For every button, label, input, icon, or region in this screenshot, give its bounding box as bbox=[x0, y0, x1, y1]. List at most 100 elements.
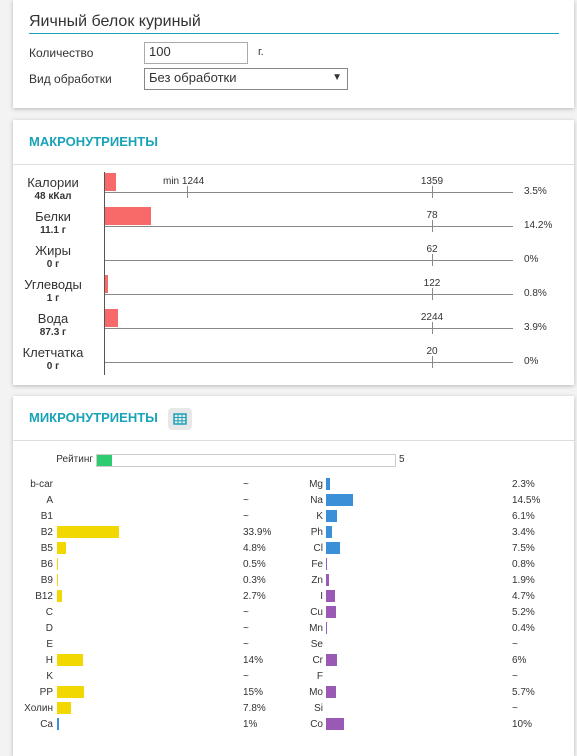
title-underline bbox=[29, 33, 559, 34]
quantity-label: Количество bbox=[29, 46, 94, 60]
nutrient-name: H bbox=[45, 655, 53, 666]
nutrient-percent: ~ bbox=[243, 639, 249, 650]
micro-card: МИКРОНУТРИЕНТЫ Рейтинг 5 b-car ~ A ~ B1 ~ B2 33.9… bbox=[13, 396, 574, 756]
nutrient-name: B6 bbox=[40, 559, 53, 570]
nutrient-percent: 33.9% bbox=[243, 527, 272, 538]
macro-name: Углеводы bbox=[24, 277, 82, 292]
macro-amount: 87.3 г bbox=[39, 327, 67, 338]
nutrient-name: E bbox=[46, 639, 53, 650]
nutrient-percent: 0.8% bbox=[512, 559, 535, 570]
nutrient-percent: 14.5% bbox=[512, 495, 541, 506]
nutrient-bar bbox=[326, 622, 327, 634]
nutrient-percent: 0.5% bbox=[243, 559, 266, 570]
nutrient-percent: 1.9% bbox=[512, 575, 535, 586]
macro-amount: 48 кКал bbox=[34, 191, 72, 202]
nutrient-name: b-car bbox=[30, 479, 53, 490]
min-label: min 1244 bbox=[163, 176, 205, 187]
norm-label: 78 bbox=[426, 210, 438, 221]
nutrient-bar bbox=[57, 686, 85, 698]
nutrient-name: PP bbox=[39, 687, 53, 698]
macro-amount: 11.1 г bbox=[40, 225, 66, 236]
nutrient-bar bbox=[57, 702, 72, 714]
macro-amount: 1 г bbox=[46, 293, 60, 304]
nutrient-name: Холин bbox=[24, 703, 53, 714]
macro-line bbox=[105, 260, 513, 261]
nutrient-bar bbox=[57, 558, 58, 570]
nutrient-bar bbox=[57, 526, 120, 538]
norm-tick bbox=[432, 254, 433, 266]
macro-line bbox=[105, 192, 513, 193]
macro-title: МАКРОНУТРИЕНТЫ bbox=[29, 134, 158, 149]
norm-label: 2244 bbox=[420, 312, 444, 323]
nutrient-percent: 1% bbox=[243, 719, 258, 730]
nutrient-bar bbox=[326, 654, 337, 666]
macro-name: Белки bbox=[35, 209, 71, 224]
nutrient-bar bbox=[326, 718, 345, 730]
processing-value: Без обработки bbox=[149, 70, 237, 85]
nutrient-name: B5 bbox=[40, 543, 53, 554]
norm-label: 1359 bbox=[420, 176, 444, 187]
nutrient-percent: ~ bbox=[243, 671, 249, 682]
quantity-input[interactable]: 100 bbox=[144, 42, 248, 64]
rating-bar bbox=[97, 455, 112, 466]
macro-line bbox=[105, 294, 513, 295]
nutrient-name: Cl bbox=[313, 543, 323, 554]
processing-select[interactable]: Без обработки ▼ bbox=[144, 68, 348, 90]
nutrient-percent: 5.2% bbox=[512, 607, 535, 618]
norm-tick bbox=[432, 288, 433, 300]
axis bbox=[104, 172, 105, 375]
processing-label: Вид обработки bbox=[29, 72, 112, 86]
nutrient-name: B2 bbox=[40, 527, 53, 538]
nutrient-bar bbox=[326, 494, 353, 506]
nutrient-percent: ~ bbox=[243, 607, 249, 618]
macro-name: Клетчатка bbox=[22, 345, 84, 360]
nutrient-name: Cr bbox=[312, 655, 323, 666]
rating-label: Рейтинг bbox=[56, 454, 93, 465]
product-card: Яичный белок куриный Количество 100 г. В… bbox=[13, 0, 574, 108]
nutrient-name: D bbox=[45, 623, 53, 634]
macro-line bbox=[105, 226, 513, 227]
table-icon[interactable] bbox=[168, 408, 192, 430]
nutrient-percent: ~ bbox=[243, 623, 249, 634]
nutrient-name: B1 bbox=[40, 511, 53, 522]
norm-label: 20 bbox=[426, 346, 438, 357]
nutrient-bar bbox=[326, 590, 335, 602]
macro-line bbox=[105, 362, 513, 363]
nutrient-percent: ~ bbox=[243, 511, 249, 522]
nutrient-percent: 6.1% bbox=[512, 511, 535, 522]
macro-bar bbox=[105, 173, 117, 191]
macro-percent: 3.9% bbox=[524, 322, 547, 333]
nutrient-bar bbox=[326, 478, 331, 490]
nutrient-name: Na bbox=[310, 495, 323, 506]
nutrient-percent: 2.3% bbox=[512, 479, 535, 490]
nutrient-percent: ~ bbox=[512, 671, 518, 682]
macro-percent: 14.2% bbox=[524, 220, 553, 231]
nutrient-name: Ph bbox=[310, 527, 323, 538]
rating-box bbox=[96, 454, 396, 467]
rating-value: 5 bbox=[399, 454, 405, 465]
unit: г. bbox=[258, 46, 264, 58]
product-title: Яичный белок куриный bbox=[29, 13, 201, 30]
macro-amount: 0 г bbox=[46, 259, 60, 270]
nutrient-name: Si bbox=[314, 703, 323, 714]
nutrient-name: Zn bbox=[311, 575, 323, 586]
nutrient-bar bbox=[57, 590, 62, 602]
norm-tick bbox=[432, 356, 433, 368]
nutrient-name: B12 bbox=[35, 591, 53, 602]
macro-name: Вода bbox=[37, 311, 69, 326]
macro-percent: 3.5% bbox=[524, 186, 547, 197]
nutrient-percent: 4.8% bbox=[243, 543, 266, 554]
norm-tick bbox=[432, 322, 433, 334]
micro-title: МИКРОНУТРИЕНТЫ bbox=[29, 410, 158, 425]
nutrient-percent: 4.7% bbox=[512, 591, 535, 602]
nutrient-name: I bbox=[320, 591, 323, 602]
nutrient-percent: ~ bbox=[512, 639, 518, 650]
nutrient-percent: 0.3% bbox=[243, 575, 266, 586]
nutrient-bar bbox=[326, 606, 336, 618]
nutrient-percent: 3.4% bbox=[512, 527, 535, 538]
nutrient-name: Fe bbox=[311, 559, 323, 570]
nutrient-bar bbox=[57, 718, 59, 730]
nutrient-name: Mg bbox=[309, 479, 323, 490]
nutrient-percent: ~ bbox=[512, 703, 518, 714]
